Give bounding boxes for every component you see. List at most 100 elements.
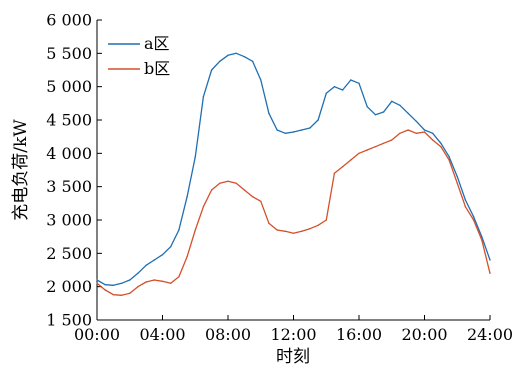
data-point-a [341, 89, 344, 91]
data-point-a [260, 79, 262, 81]
y-tick-label: 1 500 [46, 311, 92, 330]
x-tick-label: 16:00 [336, 325, 382, 344]
data-point-a [243, 56, 246, 58]
x-tick-label: 04:00 [139, 325, 185, 344]
data-point-b [399, 132, 401, 134]
data-point-b [268, 222, 270, 224]
y-tick-label: 5 000 [46, 77, 92, 96]
data-point-b [202, 206, 205, 208]
data-point-b [129, 292, 131, 294]
data-point-a [366, 106, 368, 108]
data-point-b [309, 228, 311, 230]
y-tick-label: 4 500 [46, 111, 92, 130]
data-point-a [399, 104, 401, 107]
data-point-b [333, 172, 336, 174]
data-point-a [432, 132, 434, 134]
data-point-b [251, 196, 254, 198]
data-point-a [96, 279, 98, 281]
x-axis-title: 时刻 [276, 347, 310, 367]
data-point-b [391, 139, 393, 141]
data-point-a [301, 129, 303, 131]
data-point-a [235, 52, 237, 54]
data-point-b [170, 282, 172, 284]
data-point-a [292, 131, 295, 133]
data-point-b [350, 159, 352, 161]
data-point-b [456, 182, 458, 184]
data-point-b [137, 286, 139, 288]
data-point-b [341, 166, 344, 168]
legend: a区 b区 [108, 34, 170, 78]
data-point-b [382, 142, 385, 144]
y-tick-label: 2 500 [46, 244, 92, 263]
data-point-a [358, 82, 360, 85]
y-tick-label: 5 500 [46, 44, 92, 63]
data-point-a [374, 114, 377, 116]
data-point-b [448, 159, 450, 161]
data-point-b [227, 180, 229, 182]
data-point-a [161, 254, 164, 256]
data-point-b [243, 189, 246, 191]
data-point-b [292, 232, 295, 234]
y-tick-label: 4 000 [46, 144, 92, 163]
y-axis-title: 充电负荷/kW [11, 119, 31, 221]
data-point-b [178, 276, 180, 278]
data-point-a [325, 92, 327, 95]
data-point-a [129, 279, 131, 281]
data-point-b [374, 146, 377, 148]
data-point-b [317, 224, 319, 226]
y-tick-label: 6 000 [46, 11, 92, 30]
data-point-a [456, 176, 458, 178]
data-point-a [333, 86, 336, 88]
x-tick-label: 24:00 [467, 325, 513, 344]
data-point-b [464, 206, 467, 208]
data-point-a [440, 142, 442, 144]
data-point-a [186, 196, 188, 198]
series-line-b [96, 129, 491, 296]
data-point-a [309, 127, 311, 129]
data-point-a [145, 264, 147, 266]
data-point-a [284, 132, 286, 134]
data-point-b [186, 256, 188, 258]
data-point-a [382, 111, 385, 113]
data-point-b [96, 282, 98, 284]
y-tick-label: 2 000 [46, 277, 92, 296]
x-tick-label: 08:00 [205, 325, 251, 344]
data-point-b [161, 280, 164, 282]
data-point-a [137, 272, 139, 274]
data-point-b [194, 229, 196, 231]
data-point-b [112, 294, 115, 296]
data-point-a [170, 246, 172, 248]
data-point-a [251, 60, 254, 62]
data-point-b [481, 239, 483, 241]
data-point-b [472, 219, 475, 221]
legend-label-b: b区 [144, 59, 170, 78]
data-point-a [112, 284, 115, 286]
data-point-a [481, 236, 483, 238]
data-point-b [153, 279, 155, 281]
data-point-b [235, 182, 237, 184]
data-point-b [284, 230, 286, 232]
data-point-a [178, 229, 180, 231]
data-point-b [407, 129, 409, 131]
data-point-b [489, 272, 491, 274]
data-point-b [415, 132, 417, 134]
x-tick-label: 00:00 [74, 325, 120, 344]
data-point-a [472, 216, 475, 218]
data-point-b [440, 146, 442, 148]
data-point-a [448, 156, 450, 158]
data-point-a [210, 69, 213, 71]
data-point-b [219, 182, 221, 184]
y-ticks: 1 500 2 000 2 500 3 000 3 500 4 000 4 500 5 000… [46, 11, 102, 330]
y-tick-label: 3 500 [46, 177, 92, 196]
data-point-a [489, 259, 491, 261]
data-point-a [219, 60, 221, 62]
data-point-b [432, 139, 434, 141]
x-ticks: 00:00 04:00 08:00 12:00 16:00 20:00 24:00 [74, 315, 513, 344]
data-point-a [153, 259, 155, 261]
data-point-b [145, 281, 147, 283]
data-point-a [423, 129, 426, 131]
x-tick-label: 20:00 [401, 325, 447, 344]
data-point-a [350, 79, 352, 81]
data-point-b [120, 294, 123, 296]
